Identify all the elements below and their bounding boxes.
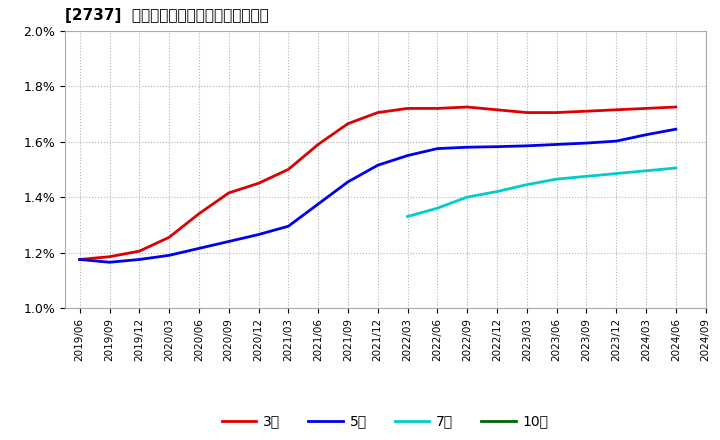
5年 xyxy=(76,257,84,262)
7年 xyxy=(612,171,621,176)
5年 xyxy=(672,127,680,132)
5年 xyxy=(612,139,621,144)
7年 xyxy=(492,189,501,194)
5年 xyxy=(314,202,323,207)
Legend: 3年, 5年, 7年, 10年: 3年, 5年, 7年, 10年 xyxy=(216,409,554,434)
5年 xyxy=(492,144,501,149)
5年 xyxy=(374,163,382,168)
5年 xyxy=(552,142,561,147)
3年 xyxy=(492,107,501,113)
3年 xyxy=(403,106,412,111)
5年 xyxy=(582,140,590,146)
5年 xyxy=(343,179,352,184)
5年 xyxy=(284,224,292,229)
7年 xyxy=(672,165,680,171)
7年 xyxy=(642,168,650,173)
3年 xyxy=(642,106,650,111)
3年 xyxy=(672,104,680,110)
7年 xyxy=(433,205,441,211)
Text: [2737]  経常利益マージンの平均値の推移: [2737] 経常利益マージンの平均値の推移 xyxy=(65,7,269,23)
5年 xyxy=(433,146,441,151)
5年 xyxy=(642,132,650,137)
7年 xyxy=(403,214,412,219)
Line: 3年: 3年 xyxy=(80,107,676,260)
7年 xyxy=(463,194,472,200)
3年 xyxy=(284,167,292,172)
3年 xyxy=(582,109,590,114)
5年 xyxy=(165,253,174,258)
Line: 5年: 5年 xyxy=(80,129,676,262)
3年 xyxy=(105,254,114,259)
3年 xyxy=(135,249,143,254)
5年 xyxy=(135,257,143,262)
Line: 7年: 7年 xyxy=(408,168,676,216)
5年 xyxy=(463,145,472,150)
3年 xyxy=(612,107,621,113)
5年 xyxy=(105,260,114,265)
5年 xyxy=(194,246,203,251)
3年 xyxy=(165,235,174,240)
5年 xyxy=(403,153,412,158)
3年 xyxy=(433,106,441,111)
7年 xyxy=(523,182,531,187)
3年 xyxy=(314,142,323,147)
3年 xyxy=(225,191,233,196)
3年 xyxy=(523,110,531,115)
3年 xyxy=(552,110,561,115)
5年 xyxy=(254,232,263,237)
5年 xyxy=(225,239,233,244)
3年 xyxy=(194,211,203,216)
5年 xyxy=(523,143,531,148)
7年 xyxy=(552,176,561,182)
3年 xyxy=(254,180,263,186)
3年 xyxy=(343,121,352,126)
7年 xyxy=(582,174,590,179)
3年 xyxy=(76,257,84,262)
3年 xyxy=(374,110,382,115)
3年 xyxy=(463,104,472,110)
